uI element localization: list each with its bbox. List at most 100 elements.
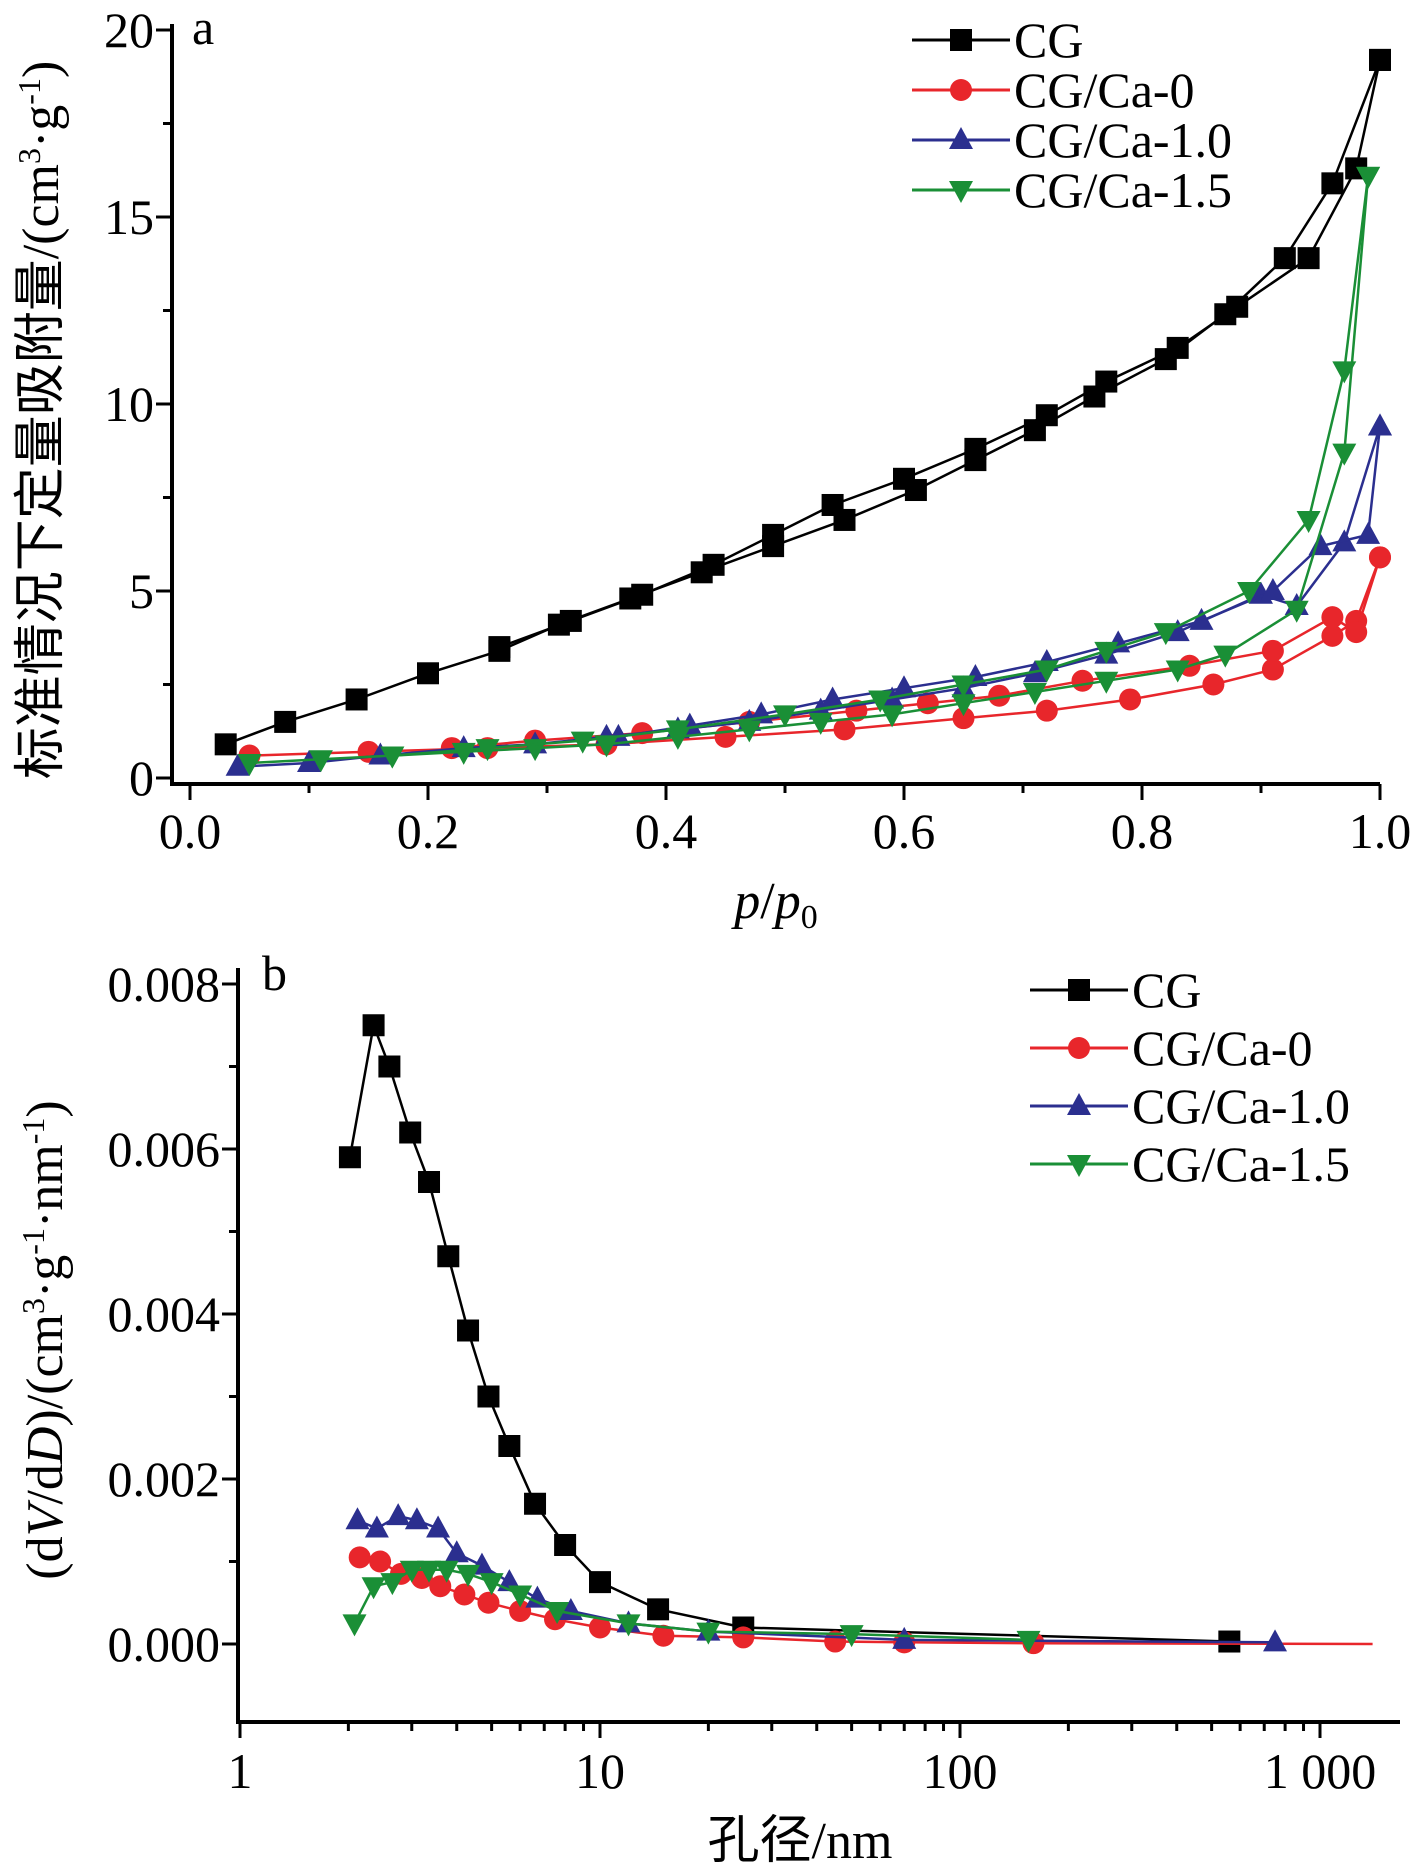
- panel-b-data-point: [509, 1600, 532, 1622]
- panel-b-ticks: 1 10 100 1 000 0.000 0.002 0.004 0.006 0.008: [108, 956, 1377, 1799]
- panel-a-data-point: [988, 684, 1011, 707]
- panel-a-data-point: [488, 636, 511, 659]
- panel-a-legend-marker: [949, 127, 973, 149]
- panel-a-data-point: [1284, 600, 1309, 623]
- panel-b-data-point: [457, 1319, 480, 1342]
- panel-b-x-tick-label: 1: [228, 1743, 253, 1799]
- panel-a-data-point: [1071, 669, 1094, 692]
- panel-b-data-point: [616, 1614, 641, 1637]
- panel-b-legend-marker: [1067, 1093, 1091, 1115]
- panel-a-y-tick-label: 15: [104, 189, 154, 245]
- panel-a-data-point: [964, 437, 987, 460]
- panel-b-data-point: [1263, 1629, 1288, 1652]
- panel-a-data-point: [1022, 682, 1047, 705]
- panel-b-legend-entry: CG: [1030, 962, 1201, 1018]
- panel-b-data-point: [477, 1591, 500, 1614]
- panel-a-data-point: [1368, 413, 1392, 436]
- panel-a-series-3: [225, 413, 1392, 776]
- panel-a-legend-entry: CG/Ca-1.5: [912, 162, 1232, 218]
- panel-b-series-1: [338, 1014, 1241, 1653]
- panel-a-data-point: [237, 754, 262, 777]
- panel-a-data-point: [1226, 295, 1249, 318]
- panel-b-data-point: [386, 1503, 411, 1526]
- panel-a-data-point: [1356, 521, 1381, 544]
- panel-a-legend-label: CG/Ca-1.0: [1014, 112, 1232, 168]
- panel-b-data-point: [418, 1171, 441, 1193]
- panel-b-data-point: [437, 1245, 460, 1268]
- panel-b-data-point: [417, 1560, 442, 1583]
- panel-b-series-line: [353, 1568, 1029, 1642]
- panel-a-series-1: [214, 48, 1391, 756]
- panel-b-label: b: [262, 945, 287, 1001]
- panel-a-data-point: [893, 467, 915, 490]
- panel-a-y-tick-label: 20: [104, 2, 154, 58]
- panel-a-x-tick-label: 1.0: [1349, 803, 1412, 859]
- panel-a-adsorption-line: [249, 175, 1370, 765]
- panel-a-adsorption-line: [249, 556, 1382, 757]
- panel-a-data-point: [821, 493, 844, 516]
- panel-a-y-axis-label: 标准情况下定量吸附量/(cm3·g-1): [11, 61, 70, 780]
- panel-a-data-point: [762, 523, 785, 546]
- panel-b-x-axis-label: 孔径/nm: [708, 1813, 893, 1866]
- panel-a-data-point: [1165, 619, 1190, 642]
- panel-b-data-point: [361, 1577, 386, 1600]
- panel-b-legend-entry: CG/Ca-0: [1030, 1020, 1313, 1076]
- panel-b-legend-marker: [1067, 1155, 1091, 1177]
- panel-a-data-point: [665, 720, 690, 743]
- panel-a-data-point: [1094, 641, 1119, 664]
- panel-a-data-point: [1094, 671, 1119, 694]
- panel-a-data-point: [951, 675, 976, 698]
- panel-a-data-point: [1095, 370, 1118, 393]
- panel-a-data-point: [1166, 336, 1189, 359]
- panel-a-x-tick-label: 0.4: [635, 803, 698, 859]
- panel-a-data-point: [1189, 607, 1214, 630]
- panel-b-data-point: [524, 1492, 547, 1515]
- panel-a: 0.0 0.2 0.4 0.6 0.8 1.0 0 5 10 15 20 a p/p0 标准情况下定…: [11, 0, 1411, 936]
- panel-b-legend-label: CG/Ca-0: [1132, 1020, 1313, 1076]
- panel-a-data-point: [1273, 247, 1296, 270]
- panel-a-data-point: [1237, 582, 1262, 604]
- panel-a-data-point: [1153, 623, 1178, 646]
- panel-a-data-point: [368, 742, 393, 765]
- panel-b-data-point: [732, 1626, 755, 1649]
- panel-a-x-tick-label: 0.2: [397, 803, 460, 859]
- panel-b-data-point: [508, 1585, 533, 1608]
- panel-a-data-point: [952, 707, 975, 730]
- panel-a-data-point: [631, 583, 654, 606]
- panel-a-x-tick-label: 0.8: [1111, 803, 1174, 859]
- panel-a-data-point: [1332, 443, 1357, 466]
- panel-b-legend-marker: [1068, 979, 1090, 1001]
- panel-b-x-tick-label: 1 000: [1264, 1743, 1377, 1799]
- panel-b-series: [338, 1014, 1373, 1655]
- panel-a-legend-marker: [949, 181, 973, 203]
- panel-a-data-point: [737, 720, 762, 743]
- panel-a-x-tick-label: 0.0: [159, 803, 222, 859]
- panel-a-data-point: [1296, 510, 1321, 533]
- panel-a-legend-entry: CG/Ca-1.0: [912, 112, 1232, 168]
- panel-a-y-tick-label: 0: [129, 750, 154, 806]
- panel-b-y-axis-label: (dV/dD)/(cm3·g-1·nm-1): [15, 1100, 74, 1579]
- panel-a-data-point: [417, 662, 439, 685]
- panel-a-data-point: [345, 688, 368, 711]
- panel-a-data-point: [475, 739, 500, 762]
- panel-a-data-point: [594, 735, 619, 758]
- panel-a-data-point: [308, 750, 333, 773]
- panel-b-data-point: [434, 1560, 459, 1583]
- panel-a-data-point: [380, 746, 405, 769]
- panel-b-data-point: [647, 1598, 670, 1621]
- panel-b-data-point: [362, 1014, 385, 1037]
- panel-a-y-tick-label: 5: [129, 563, 154, 619]
- panel-b-data-point: [525, 1585, 550, 1608]
- panel-b-data-point: [453, 1583, 476, 1606]
- panel-a-data-point: [773, 705, 797, 728]
- panel-a-axes-frame: [170, 24, 1380, 786]
- panel-a-data-point: [1213, 645, 1238, 668]
- panel-b-legend-entry: CG/Ca-1.0: [1030, 1078, 1350, 1134]
- panel-a-data-point: [1345, 621, 1368, 644]
- panel-b-data-point: [338, 1146, 361, 1169]
- panel-a-ticks: 0.0 0.2 0.4 0.6 0.8 1.0 0 5 10 15 20: [104, 2, 1411, 859]
- panel-a-data-point: [820, 686, 845, 709]
- panel-b-legend-label: CG: [1132, 962, 1201, 1018]
- panel-a-data-point: [951, 694, 976, 717]
- panel-a-desorption-line: [498, 59, 1382, 649]
